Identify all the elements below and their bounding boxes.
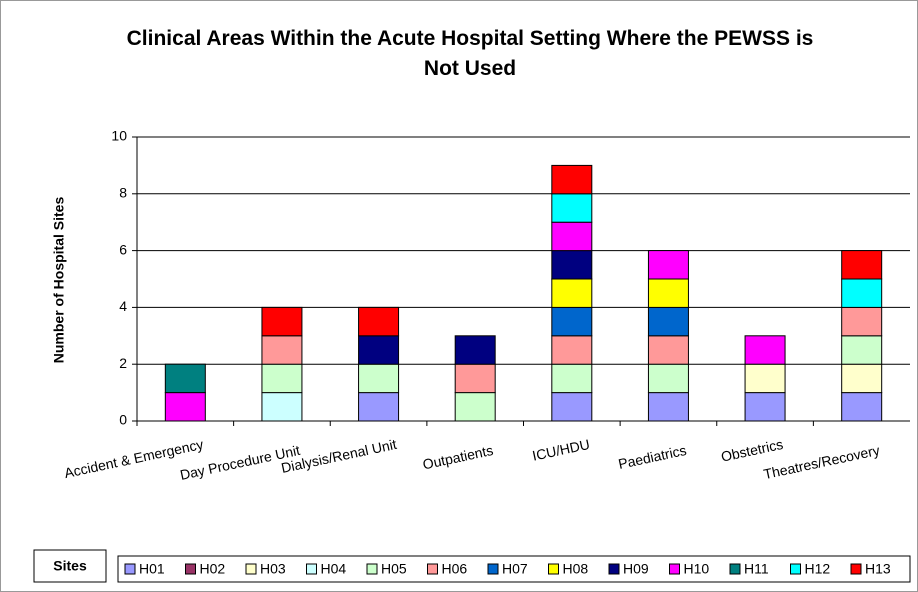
bar-segment	[647, 392, 689, 422]
bar-segment	[841, 278, 883, 308]
bar-segment	[647, 278, 689, 308]
legend-label: H07	[502, 561, 528, 577]
bar-segment	[744, 363, 786, 394]
legend-swatch	[427, 563, 438, 575]
legend-label: H06	[442, 561, 468, 577]
legend-label: H01	[139, 561, 165, 577]
legend-label: H13	[865, 561, 891, 577]
bar-segment	[841, 335, 883, 365]
legend-label: H02	[200, 561, 226, 577]
y-tick-label: 4	[119, 298, 127, 314]
bar-segment	[164, 363, 206, 394]
legend-label: H10	[684, 561, 710, 577]
bar-segment	[551, 250, 593, 280]
y-tick-label: 8	[119, 185, 127, 201]
bar-segment	[647, 250, 689, 280]
bar-segment	[261, 306, 303, 337]
bar-segment	[551, 335, 593, 365]
bar-segment	[358, 363, 400, 394]
bar-segment	[647, 306, 689, 337]
chart-title: Clinical Areas Within the Acute Hospital…	[126, 27, 814, 80]
legend-swatch	[185, 563, 196, 575]
legend-label: H04	[321, 561, 347, 577]
y-tick-label: 10	[111, 128, 127, 144]
bar-segment	[551, 306, 593, 337]
bar-segment	[261, 392, 303, 422]
legend-swatch	[245, 563, 257, 575]
y-tick-label: 2	[119, 355, 127, 371]
bar-segment	[841, 392, 883, 422]
y-axis-label: Number of Hospital Sites	[51, 197, 67, 364]
legend-label: H03	[260, 561, 286, 577]
legend-label: H08	[563, 561, 589, 577]
legend-swatch	[850, 563, 862, 575]
bar-segment	[454, 335, 496, 365]
bar-segment	[164, 392, 206, 422]
bar-segment	[551, 221, 593, 252]
bar-segment	[358, 335, 400, 365]
bar-segment	[647, 363, 689, 394]
y-tick-label: 6	[119, 241, 127, 257]
bar-segment	[358, 392, 400, 422]
bar-segment	[647, 335, 689, 365]
legend-swatch	[487, 563, 499, 575]
legend-swatch	[548, 563, 559, 575]
legend-label: H09	[623, 561, 649, 577]
bar-segment	[261, 363, 303, 394]
bar-segment	[551, 164, 593, 195]
bar-segment	[744, 392, 786, 422]
bar-segment	[454, 363, 496, 394]
bar-segment	[261, 335, 303, 365]
legend-label: H11	[744, 561, 769, 577]
y-tick-label: 0	[119, 412, 127, 428]
legend-title: Sites	[53, 558, 87, 574]
legend-swatch	[669, 563, 680, 575]
bar-segment	[841, 363, 883, 394]
legend-swatch	[790, 563, 801, 575]
legend-swatch	[306, 563, 317, 575]
legend-swatch	[124, 563, 136, 575]
bar-segment	[841, 306, 883, 337]
bar-segment	[551, 278, 593, 308]
legend-label: H12	[805, 561, 831, 577]
bar-segment	[551, 193, 593, 223]
legend-swatch	[608, 563, 620, 575]
bar-segment	[358, 306, 400, 337]
bar-segment	[454, 392, 496, 422]
legend-swatch	[366, 563, 378, 575]
bar-segment	[551, 363, 593, 394]
legend-title-box	[33, 549, 107, 583]
bar-segment	[551, 392, 593, 422]
bar-segment	[744, 335, 786, 365]
bar-segment	[841, 250, 883, 280]
legend-label: H05	[381, 561, 407, 577]
legend-swatch	[729, 563, 741, 575]
